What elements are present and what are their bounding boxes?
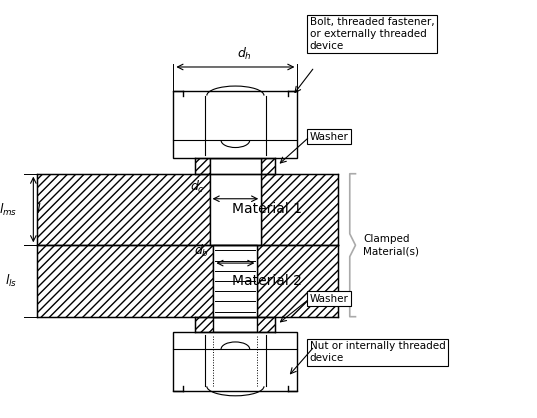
Text: $l_{ls}$: $l_{ls}$ — [5, 273, 17, 289]
Text: $d_b$: $d_b$ — [194, 243, 209, 259]
Bar — [214, 245, 257, 317]
Text: $d_c$: $d_c$ — [190, 179, 205, 195]
Bar — [195, 317, 275, 332]
Bar — [37, 174, 338, 245]
Text: Washer: Washer — [310, 293, 349, 303]
Bar — [214, 317, 257, 332]
Text: Material 1: Material 1 — [232, 202, 302, 217]
Text: Nut or internally threaded
device: Nut or internally threaded device — [310, 342, 446, 363]
Bar — [209, 158, 261, 245]
Text: $d_h$: $d_h$ — [237, 46, 252, 62]
Text: Clamped
Material(s): Clamped Material(s) — [363, 234, 419, 256]
Bar — [37, 245, 338, 317]
Text: Bolt, threaded fastener,
or externally threaded
device: Bolt, threaded fastener, or externally t… — [310, 18, 434, 51]
Bar — [209, 174, 261, 245]
Text: Material 2: Material 2 — [232, 274, 302, 288]
Bar — [173, 332, 297, 391]
Text: $l_{ms}$: $l_{ms}$ — [0, 201, 17, 217]
Text: $l$: $l$ — [36, 202, 41, 217]
Bar — [195, 158, 275, 174]
Bar — [209, 158, 261, 174]
Bar — [173, 91, 297, 158]
Text: Washer: Washer — [310, 132, 349, 142]
Bar — [214, 245, 257, 317]
